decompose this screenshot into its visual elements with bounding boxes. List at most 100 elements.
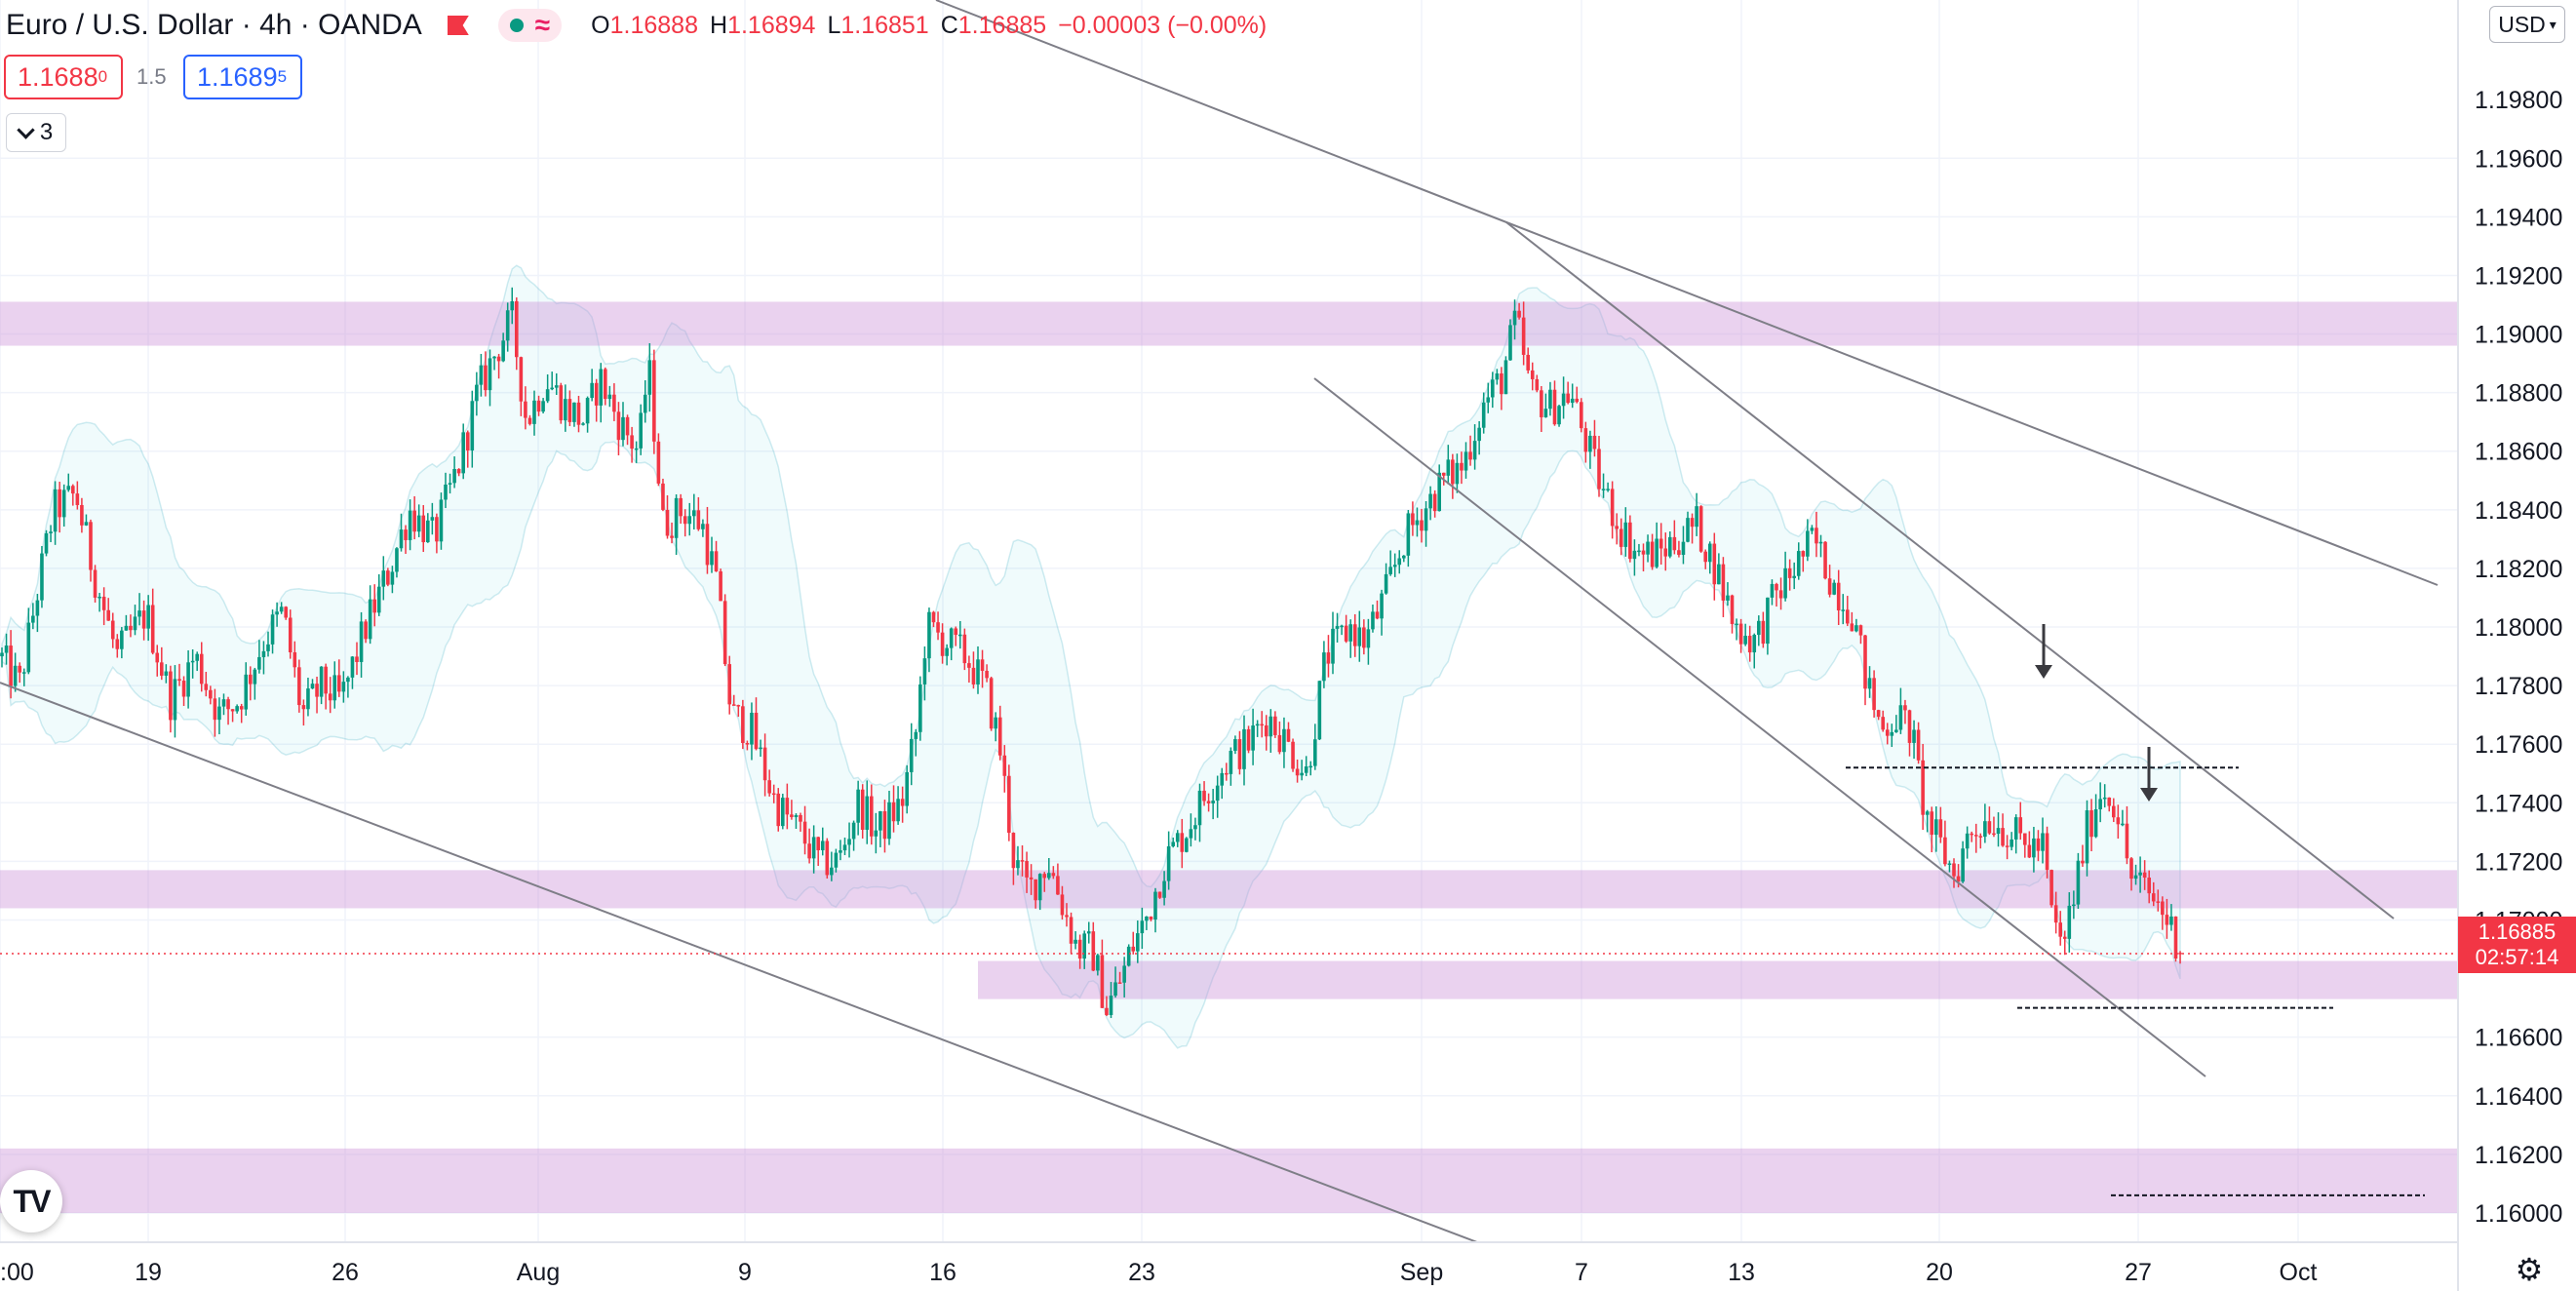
candle-body <box>1672 536 1677 551</box>
candle-body <box>1615 526 1619 529</box>
currency-label: USD <box>2498 11 2546 37</box>
arrow-down-icon[interactable] <box>2140 788 2158 802</box>
candle-body <box>722 601 727 665</box>
candle-body <box>830 867 834 876</box>
time-axis[interactable]: :00 19 26 Aug 9 16 23 Sep 7 13 20 27 Oct <box>0 1259 2317 1286</box>
candle-body <box>1521 317 1526 355</box>
candle-body <box>1113 982 1117 997</box>
candlestick-series[interactable] <box>0 287 2182 1019</box>
candle-body <box>1175 833 1180 842</box>
candle-body <box>1086 931 1091 934</box>
trend-line[interactable] <box>0 682 1478 1243</box>
price-tick-label: 1.17600 <box>2475 731 2562 759</box>
candle-body <box>576 402 581 425</box>
candle-body <box>1420 520 1424 531</box>
candle-body <box>2067 905 2072 939</box>
price-axis[interactable]: 1.19600 1.19400 1.19200 1.19000 1.18800 1.186… <box>2475 87 2562 1228</box>
candle-body <box>2072 904 2076 907</box>
candle-body <box>93 569 98 598</box>
candle-body <box>49 531 53 533</box>
candle-body <box>293 652 297 668</box>
candle-body <box>2165 915 2169 925</box>
candle-body <box>559 385 564 421</box>
time-tick-label: 26 <box>332 1259 359 1286</box>
zone-rect[interactable] <box>978 960 2458 999</box>
candle-body <box>1885 729 1890 736</box>
candle-body <box>1308 765 1313 768</box>
candle-body <box>1867 678 1872 689</box>
symbol-title[interactable]: Euro / U.S. Dollar · 4h · OANDA <box>6 9 422 41</box>
candle-body <box>1149 916 1153 920</box>
candle-body <box>927 611 931 659</box>
buy-button[interactable]: 1.1689 5 <box>183 55 302 99</box>
candle-body <box>2178 953 2182 955</box>
candle-body <box>1632 550 1637 560</box>
candle-body <box>1903 705 1907 711</box>
flag-icon[interactable] <box>447 16 469 35</box>
trend-line[interactable] <box>1313 377 2206 1077</box>
candle-body <box>870 796 874 837</box>
candle-body <box>820 841 825 850</box>
candle-body <box>244 674 249 710</box>
candle-body <box>1384 573 1388 594</box>
candle-body <box>266 644 270 651</box>
candle-body <box>701 524 705 529</box>
candle-body <box>1623 522 1628 547</box>
candle-body <box>652 360 656 442</box>
candle-body <box>922 658 927 685</box>
candle-body <box>1925 811 1930 815</box>
gear-icon[interactable]: ⚙ <box>2515 1252 2544 1287</box>
candle-body <box>40 553 44 601</box>
candle-body <box>1543 409 1548 417</box>
candle-body <box>301 705 306 710</box>
candle-body <box>1242 728 1246 769</box>
arrow-down-icon[interactable] <box>2035 665 2052 679</box>
indicator-status-pill[interactable]: ≈ <box>497 9 563 42</box>
candle-body <box>470 401 475 450</box>
candle-body <box>58 489 61 518</box>
grid-lines <box>0 0 2458 1242</box>
trend-line[interactable] <box>1505 221 2395 919</box>
zone-rect[interactable] <box>0 301 2458 346</box>
time-tick-label: 13 <box>1728 1259 1755 1286</box>
candle-body <box>767 780 771 794</box>
candle-body <box>71 486 75 494</box>
candle-body <box>1881 717 1885 730</box>
candle-body <box>1686 518 1690 542</box>
candle-body <box>759 747 762 750</box>
candle-body <box>1002 755 1007 776</box>
candle-body <box>1836 582 1841 611</box>
candle-body <box>1827 578 1832 595</box>
candle-body <box>2081 860 2085 864</box>
candle-body <box>2129 858 2133 880</box>
candle-body <box>670 535 674 538</box>
zone-rect[interactable] <box>0 1148 2458 1213</box>
candle-body <box>2027 844 2032 858</box>
trend-line[interactable] <box>935 0 2439 586</box>
tradingview-logo-icon[interactable]: TV <box>0 1170 62 1232</box>
candle-body <box>1894 729 1898 732</box>
candle-body <box>2045 833 2049 871</box>
price-tick-label: 1.16000 <box>2475 1200 2562 1228</box>
indicators-toggle-button[interactable]: 3 <box>6 113 66 152</box>
zone-rect[interactable] <box>0 870 2458 909</box>
candle-body <box>1481 402 1486 428</box>
candle-body <box>1424 508 1428 531</box>
candle-body <box>1580 402 1583 429</box>
drawing-tools[interactable] <box>0 0 2439 1243</box>
currency-selector[interactable]: USD ▾ <box>2489 6 2565 43</box>
candle-body <box>66 486 71 490</box>
candle-body <box>949 628 954 648</box>
candle-body <box>426 520 430 543</box>
candle-body <box>1575 398 1580 403</box>
candle-body <box>1778 590 1783 599</box>
candle-body <box>1659 538 1663 549</box>
candle-body <box>976 659 980 685</box>
candle-body <box>1890 731 1894 736</box>
candle-body <box>741 706 745 744</box>
candle-body <box>1943 837 1947 865</box>
sell-button[interactable]: 1.1688 0 <box>4 55 123 99</box>
candle-body <box>1326 652 1331 664</box>
candle-body <box>1304 766 1308 773</box>
